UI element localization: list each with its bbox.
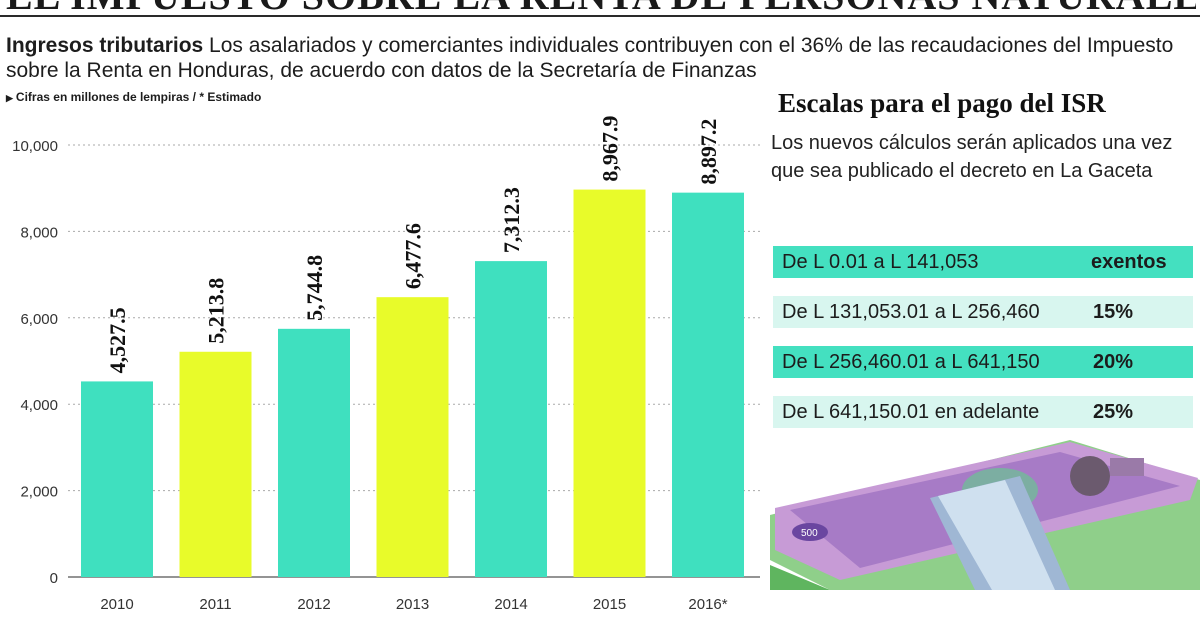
headline-rule (0, 15, 1200, 17)
y-tick-label: 0 (50, 570, 58, 587)
y-tick-label: 4,000 (20, 397, 58, 414)
y-axis-ticks: 0 2,000 4,000 6,000 8,000 10,000 (12, 138, 58, 587)
bar-value-label: 5,213.8 (204, 278, 229, 344)
bar-value-label: 4,527.5 (105, 307, 130, 373)
scales-description: Los nuevos cálculos serán aplicados una … (771, 132, 1173, 182)
x-tick-label: 2014 (494, 596, 527, 613)
y-tick-label: 8,000 (20, 224, 58, 241)
scale-row: De L 256,460.01 a L 641,150 20% (773, 346, 1193, 378)
intro-lead: Ingresos tributarios (6, 34, 204, 57)
bar (179, 351, 252, 577)
bar (573, 189, 646, 577)
bar-value-label: 5,744.8 (302, 255, 327, 321)
headline: EL IMPUESTO SOBRE LA RENTA DE PERSONAS N… (6, 0, 1196, 12)
x-tick-label: 2010 (100, 596, 133, 613)
bars (81, 189, 744, 577)
bar-value-label: 8,897.2 (696, 119, 721, 185)
triangle-bullet-icon: ▶ (6, 93, 13, 103)
bar-value-label: 8,967.9 (598, 116, 623, 182)
scale-row: De L 641,150.01 en adelante 25% (773, 396, 1193, 428)
banknote-value: 500 (801, 528, 818, 539)
banknote-stack-illustration: 500 (770, 440, 1200, 590)
x-tick-label: 2012 (297, 596, 330, 613)
revenue-bar-chart: 0 2,000 4,000 6,000 8,000 10,000 4,527.5 5,213… (12, 116, 760, 613)
x-tick-label: 2013 (396, 596, 429, 613)
y-tick-label: 2,000 (20, 484, 58, 501)
banknote-stack-icon: 500 (770, 440, 1200, 590)
x-tick-label: 2015 (593, 596, 626, 613)
scales-panel: Escalas para el pago del ISR Los nuevos … (770, 88, 1200, 185)
x-axis-ticks: 2010 2011 2012 2013 2014 2015 2016* (100, 596, 727, 613)
x-tick-label: 2016* (688, 596, 727, 613)
bar (376, 297, 449, 577)
bar-value-label: 6,477.6 (401, 223, 426, 289)
scale-rate: 25% (1093, 400, 1134, 423)
bar (278, 328, 350, 577)
bar-value-label: 7,312.3 (499, 187, 524, 253)
scale-row: De L 131,053.01 a L 256,460 15% (773, 296, 1193, 328)
intro-text: Los asalariados y comerciantes individua… (6, 34, 1174, 82)
scales-title: Escalas para el pago del ISR (778, 88, 1106, 118)
x-tick-label: 2011 (199, 596, 231, 613)
bar (475, 261, 547, 577)
units-note-text: Cifras en millones de lempiras / * Estim… (15, 90, 262, 104)
value-labels: 4,527.5 5,213.8 5,744.8 6,477.6 7,312.3 8,967… (105, 116, 721, 374)
bar (672, 192, 744, 577)
scale-rate: exentos (1091, 250, 1167, 273)
scale-range: De L 0.01 a L 141,053 (782, 250, 979, 273)
scale-range: De L 641,150.01 en adelante (782, 400, 1040, 423)
units-note: ▶ Cifras en millones de lempiras / * Esti… (6, 90, 261, 104)
y-tick-label: 6,000 (20, 311, 58, 328)
scale-range: De L 131,053.01 a L 256,460 (782, 300, 1040, 323)
bar (81, 381, 153, 577)
scale-rate: 15% (1093, 300, 1134, 323)
scale-range: De L 256,460.01 a L 641,150 (782, 350, 1040, 373)
scale-row: De L 0.01 a L 141,053 exentos (773, 246, 1193, 278)
scale-rate: 20% (1093, 350, 1134, 373)
intro-paragraph: Ingresos tributarios Los asalariados y c… (6, 33, 1196, 83)
y-tick-label: 10,000 (12, 138, 58, 155)
